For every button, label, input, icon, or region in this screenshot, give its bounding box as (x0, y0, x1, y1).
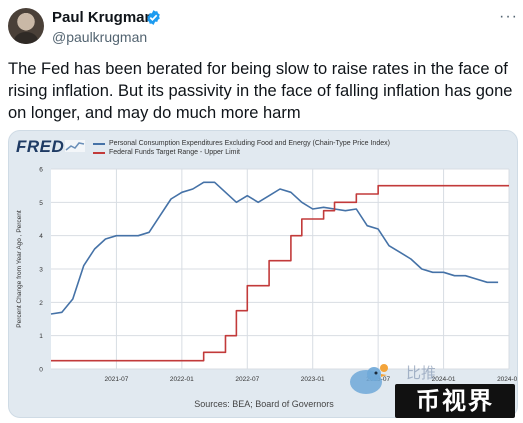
fed-funds-series-line (51, 184, 509, 362)
legend-entry-pce: Personal Consumption Expenditures Exclud… (93, 139, 390, 148)
y-tick-label: 0 (39, 367, 43, 374)
watermark-bird-icon (350, 364, 388, 394)
author-avatar[interactable] (8, 8, 44, 44)
x-tick-label: 2021-07 (104, 376, 128, 383)
fred-graph-icon (65, 140, 85, 152)
y-axis-label: Percent Change from Year Ago , Percent (16, 210, 23, 328)
x-tick-label: 2024-07 (497, 376, 518, 383)
chart-source: Sources: BEA; Board of Governors (194, 399, 334, 409)
legend-label-pce: Personal Consumption Expenditures Exclud… (109, 140, 390, 147)
watermark-faint-text: 比推 (406, 364, 437, 382)
chart-legend: Personal Consumption Expenditures Exclud… (93, 139, 390, 157)
x-tick-label: 2024-01 (432, 376, 456, 383)
author-name[interactable]: Paul Krugman (52, 9, 154, 26)
legend-swatch-pce (93, 142, 105, 145)
more-options-icon[interactable]: ··· (499, 8, 518, 25)
y-tick-label: 4 (39, 233, 43, 240)
y-tick-label: 6 (39, 167, 43, 174)
x-tick-label: 2022-01 (170, 376, 194, 383)
verified-badge-icon (147, 10, 160, 25)
y-tick-label: 2 (39, 300, 43, 307)
y-tick-label: 3 (39, 267, 43, 274)
x-tick-label: 2023-01 (301, 376, 325, 383)
y-tick-label: 5 (39, 200, 43, 207)
line-chart: 01234562021-072022-012022-072023-012023-… (16, 167, 518, 384)
pce-series-line (50, 181, 499, 315)
watermark-badge: 币视界 (395, 384, 515, 418)
tweet-text: The Fed has been berated for being slow … (8, 60, 513, 122)
fred-logo: FRED (16, 137, 65, 156)
legend-swatch-fed-funds (93, 151, 105, 154)
author-handle[interactable]: @paulkrugman (52, 29, 148, 45)
x-tick-label: 2022-07 (235, 376, 259, 383)
legend-entry-fed-funds: Federal Funds Target Range - Upper Limit (93, 148, 390, 157)
fred-chart-card[interactable]: FRED Personal Consumption Expenditures E… (8, 130, 518, 418)
legend-label-fed-funds: Federal Funds Target Range - Upper Limit (109, 149, 240, 156)
y-tick-label: 1 (39, 333, 43, 340)
